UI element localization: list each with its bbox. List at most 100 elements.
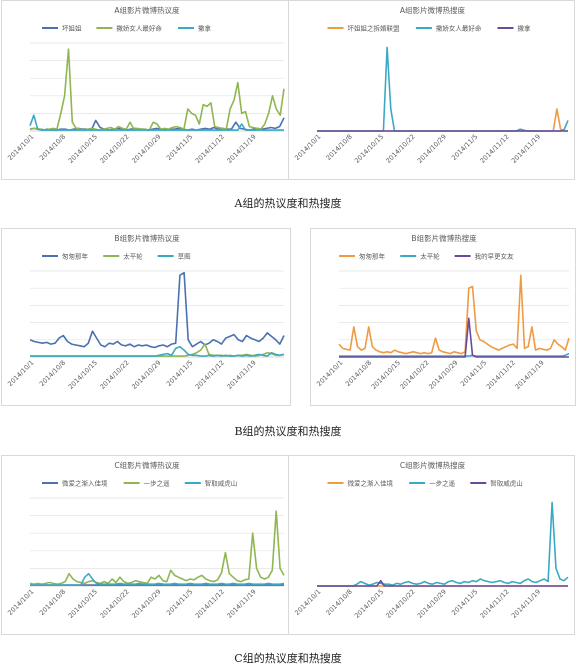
- x-tick-label: 2014/10/1: [315, 359, 344, 388]
- x-tick-label: 2014/10/29: [130, 133, 162, 165]
- x-tick-label: 2014/11/5: [165, 359, 194, 388]
- legend-label: 撒拿: [198, 24, 212, 33]
- x-tick-label: 2014/11/19: [226, 359, 258, 391]
- series-line: [317, 46, 569, 132]
- chart-title: A组影片微博热议度: [114, 5, 180, 15]
- legend-label: 撒娇女人最好命: [436, 24, 482, 33]
- x-tick-label: 2014/11/19: [510, 588, 542, 620]
- legend-label: 坏姐姐之拆婚联盟: [348, 24, 401, 33]
- series-line: [29, 510, 285, 585]
- series-line: [339, 317, 569, 358]
- x-tick-label: 2014/11/19: [226, 133, 258, 165]
- x-tick-label: 2014/11/5: [165, 133, 194, 162]
- x-tick-label: 2014/11/19: [226, 588, 258, 620]
- caption-c: C组的热议度和热搜度: [234, 652, 342, 665]
- x-tick-label: 2014/10/22: [384, 588, 416, 620]
- x-tick-label: 2014/10/15: [67, 359, 99, 391]
- legend-label: 太平轮: [420, 252, 440, 261]
- legend-label: 坏姐姐: [62, 24, 82, 33]
- chart-title: B组影片微博热搜度: [411, 233, 477, 243]
- x-tick-label: 2014/10/8: [38, 133, 67, 162]
- chart-panel-a-search: A组影片微博热搜度 坏姐姐之拆婚联盟 撒娇女人最好命 撒拿 2014/10/1 2014/…: [288, 0, 575, 180]
- x-tick-label: 2014/10/22: [399, 359, 431, 391]
- x-tick-label: 2014/10/22: [99, 588, 131, 620]
- x-tick-label: 2014/10/29: [130, 588, 162, 620]
- x-tick-label: 2014/10/29: [416, 588, 448, 620]
- series-line: [29, 114, 284, 131]
- x-tick-label: 2014/10/22: [99, 133, 131, 165]
- legend-label: 一步之遥: [429, 479, 456, 488]
- x-tick-label: 2014/11/5: [165, 588, 194, 617]
- x-tick-label: 2014/11/19: [514, 359, 546, 391]
- series-line: [30, 572, 285, 586]
- chart-panel-c-search: C组影片微博热搜度 微爱之渐入佳境 一步之遥 智取威虎山 2014/10/1 2014/1…: [288, 455, 575, 635]
- legend-label: 微爱之渐入佳境: [348, 479, 394, 488]
- x-tick-label: 2014/10/1: [293, 588, 322, 617]
- x-tick-label: 2014/10/8: [38, 588, 67, 617]
- caption-b: B组的热议度和热搜度: [234, 425, 342, 438]
- x-tick-label: 2014/10/29: [130, 359, 162, 391]
- legend-label: 撒拿: [518, 24, 532, 33]
- legend-label: 匆匆那年: [359, 252, 386, 261]
- x-tick-label: 2014/10/22: [384, 133, 416, 165]
- legend-label: 智取威虎山: [205, 479, 238, 488]
- legend-label: 匆匆那年: [62, 252, 89, 261]
- legend-label: 智取威虎山: [490, 479, 523, 488]
- x-tick-label: 2014/10/29: [416, 133, 448, 165]
- series-line: [339, 352, 570, 357]
- chart-title: C组影片微博热议度: [114, 460, 180, 470]
- series-line: [30, 345, 285, 357]
- x-tick-label: 2014/10/1: [293, 133, 322, 162]
- x-tick-label: 2014/10/15: [67, 133, 99, 165]
- x-tick-label: 2014/10/15: [370, 359, 402, 391]
- series-line: [317, 501, 569, 587]
- x-tick-label: 2014/11/5: [450, 133, 479, 162]
- x-tick-label: 2014/11/19: [510, 133, 542, 165]
- legend-label: 微爱之渐入佳境: [62, 479, 108, 488]
- x-tick-label: 2014/10/15: [353, 133, 385, 165]
- x-tick-label: 2014/11/12: [194, 359, 226, 391]
- chart-title: B组影片微博热议度: [114, 233, 180, 243]
- x-tick-label: 2014/10/1: [6, 588, 35, 617]
- chart-panel-b-discussion: B组影片微博热议度 匆匆那年 太平轮 草图 2014/10/1 2014/10/8 2014…: [1, 228, 291, 406]
- legend-label: 一步之遥: [144, 479, 171, 488]
- caption-a: A组的热议度和热搜度: [234, 197, 342, 210]
- legend-label: 撒娇女人最好命: [116, 24, 162, 33]
- x-tick-label: 2014/10/8: [344, 359, 373, 388]
- series-line: [338, 274, 570, 355]
- chart-panel-b-search: B组影片微博热搜度匆匆那年 太平轮 我的早更女友 2014/10/1 2014/10/8…: [310, 228, 576, 406]
- x-tick-label: 2014/11/12: [479, 133, 511, 165]
- x-tick-label: 2014/10/15: [353, 588, 385, 620]
- x-tick-label: 2014/11/12: [479, 588, 511, 620]
- x-tick-label: 2014/11/5: [459, 359, 488, 388]
- chart-panel-a-discussion: A组影片微博热议度 坏姐姐 撒娇女人最好命 撒拿 2014/10/1 2014/10/8 2…: [1, 0, 291, 180]
- series-line: [29, 271, 285, 349]
- chart-title: A组影片微博热搜度: [400, 5, 466, 15]
- x-tick-label: 2014/10/29: [427, 359, 459, 391]
- series-line: [317, 108, 568, 132]
- x-tick-label: 2014/11/5: [450, 588, 479, 617]
- x-tick-label: 2014/10/15: [67, 588, 99, 620]
- x-tick-label: 2014/11/12: [485, 359, 517, 391]
- chart-title: C组影片微博热搜度: [400, 460, 466, 470]
- x-tick-label: 2014/10/1: [6, 359, 35, 388]
- series-line: [29, 48, 285, 131]
- x-tick-label: 2014/10/22: [99, 359, 131, 391]
- series-line: [317, 579, 568, 587]
- x-tick-label: 2014/11/12: [194, 588, 226, 620]
- x-tick-label: 2014/11/12: [194, 133, 226, 165]
- legend-label: 我的早更女友: [475, 252, 514, 261]
- x-tick-label: 2014/10/8: [325, 133, 354, 162]
- x-tick-label: 2014/10/8: [38, 359, 67, 388]
- x-tick-label: 2014/10/1: [6, 133, 35, 162]
- legend-label: 草图: [178, 252, 191, 261]
- x-tick-label: 2014/10/8: [325, 588, 354, 617]
- chart-panel-c-discussion: C组影片微博热议度 微爱之渐入佳境 一步之遥 智取威虎山 2014/10/1 2014/1…: [1, 455, 291, 635]
- legend-label: 太平轮: [123, 252, 143, 261]
